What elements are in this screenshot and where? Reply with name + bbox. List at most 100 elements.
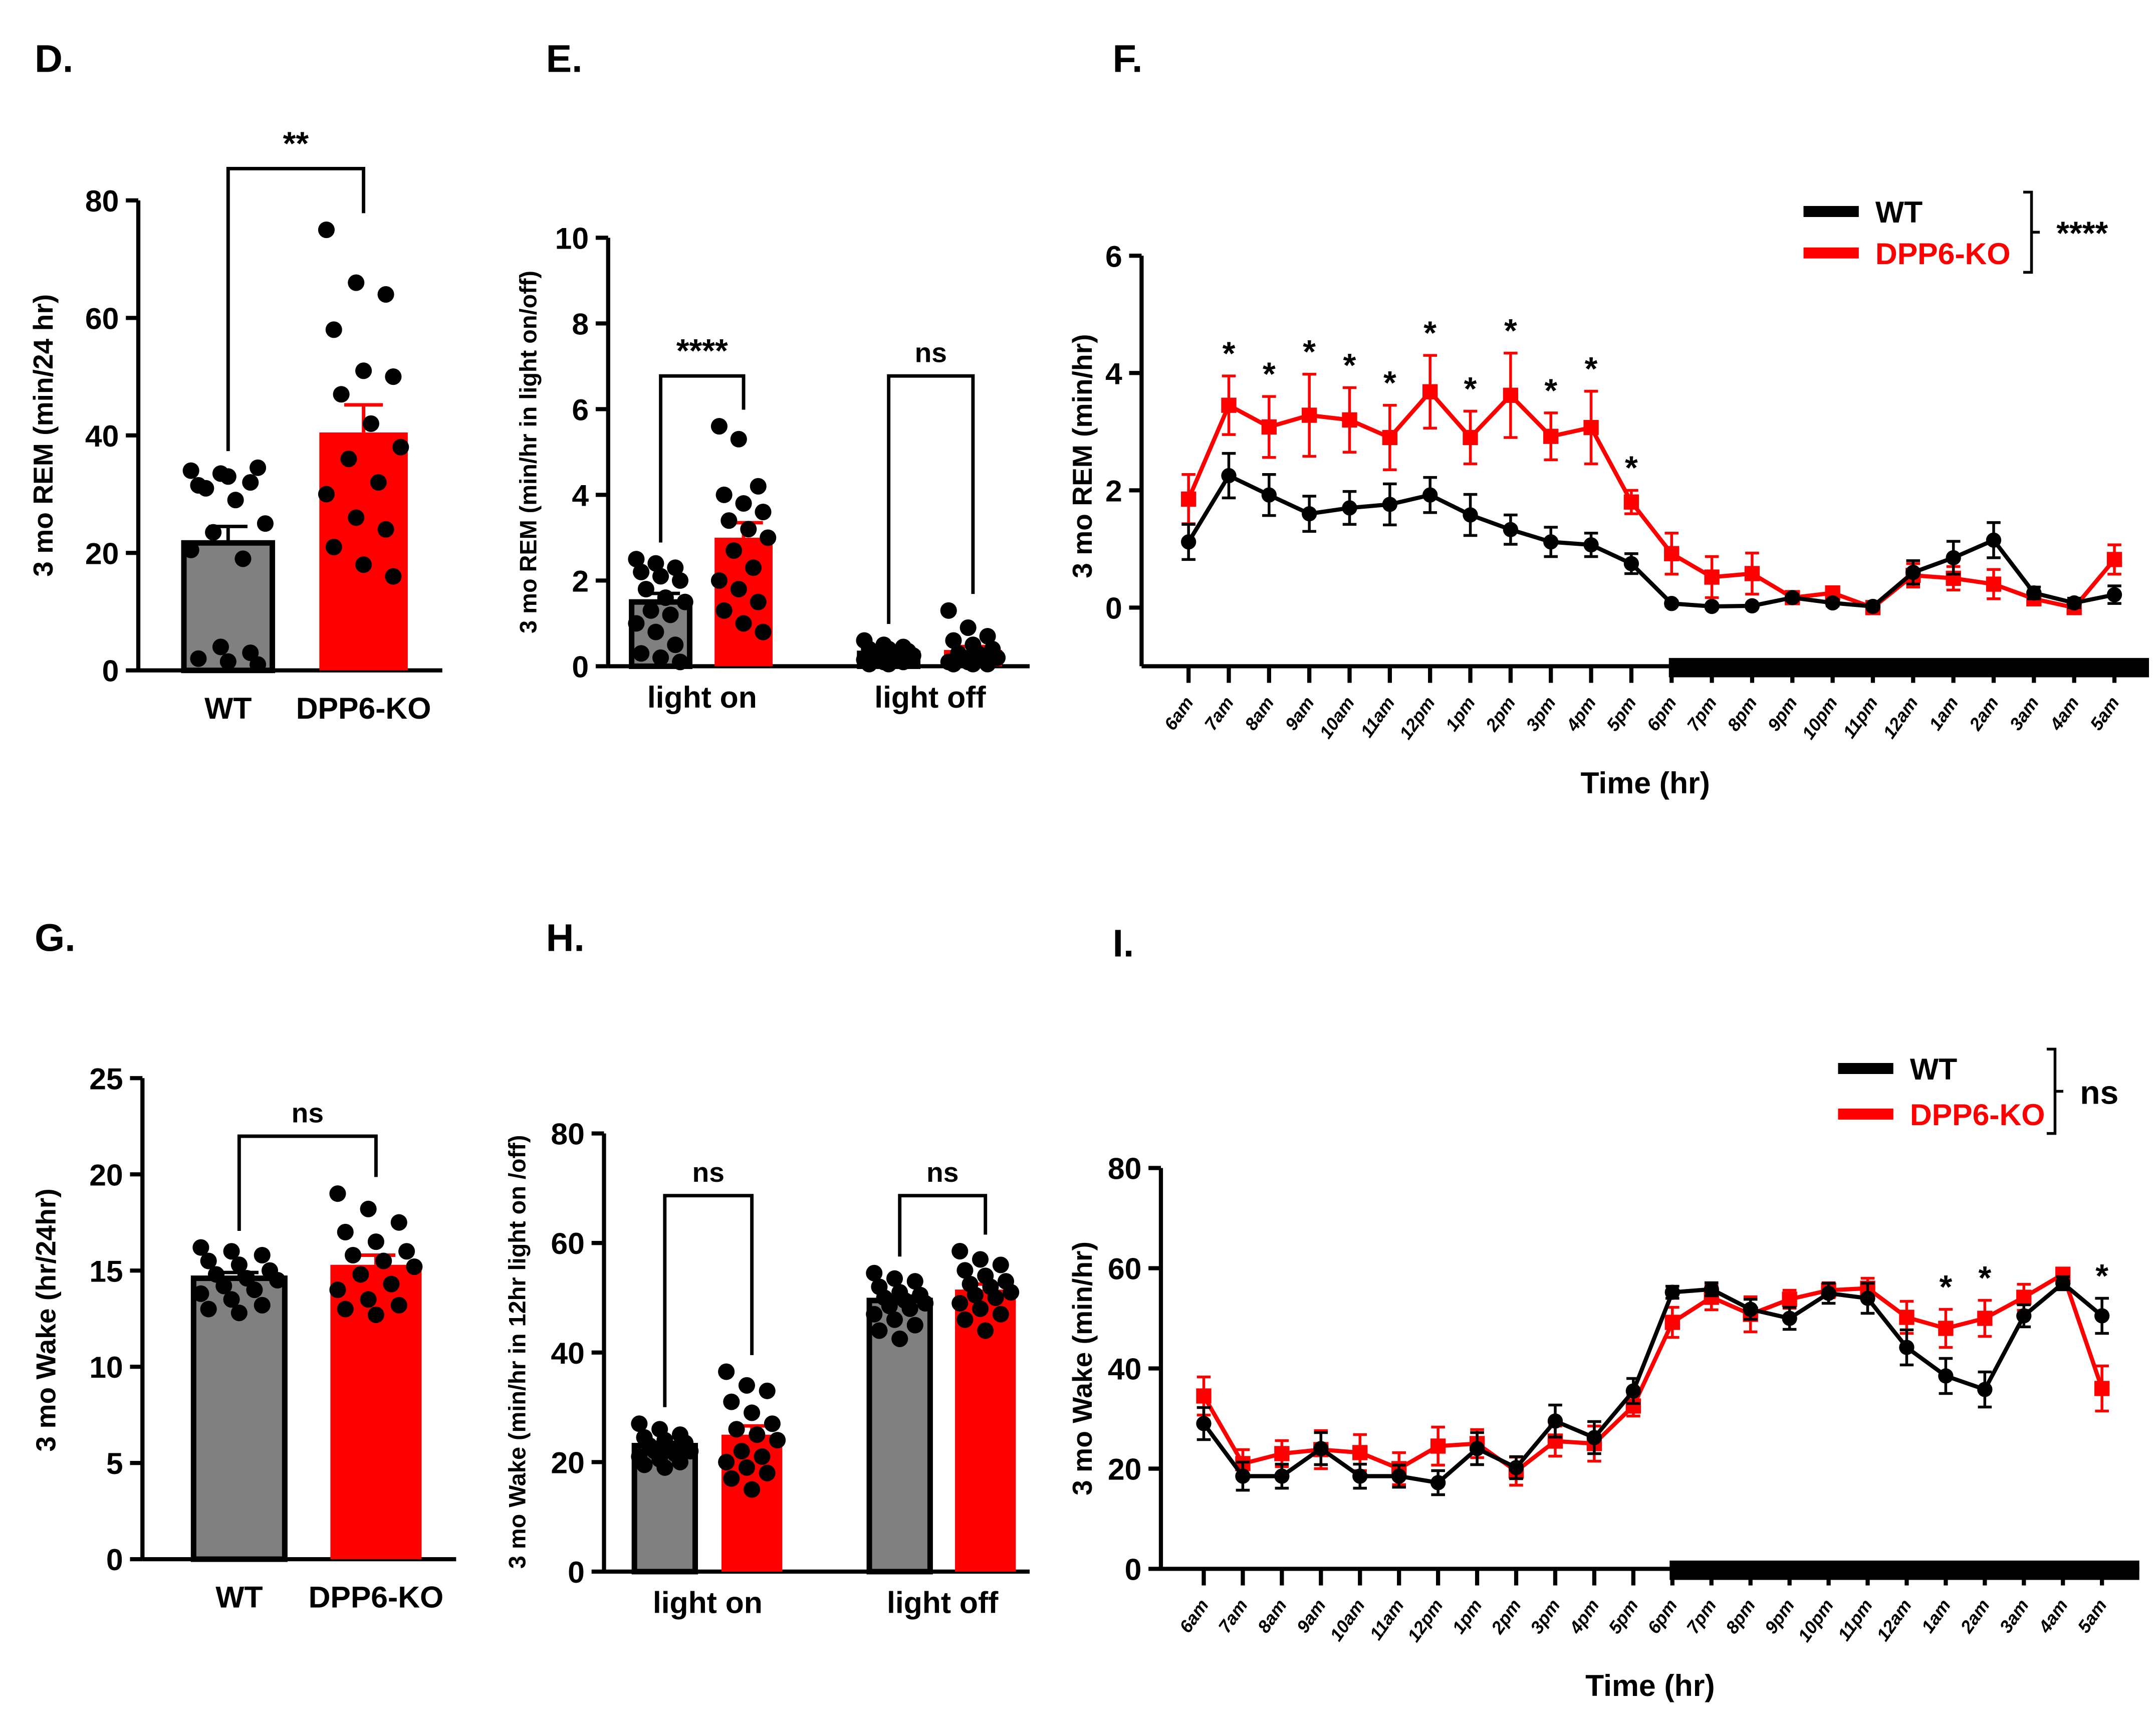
data-point-dpp6-ko xyxy=(2016,1290,2032,1305)
data-point xyxy=(652,568,669,585)
data-point xyxy=(710,418,728,435)
data-point-dpp6-ko xyxy=(1221,397,1237,413)
x-tick-label: 4pm xyxy=(1565,1596,1603,1638)
y-tick-label: 0 xyxy=(1125,1552,1142,1586)
x-tick-label: 5pm xyxy=(1604,1596,1642,1637)
data-point xyxy=(730,431,747,448)
y-tick-label: 80 xyxy=(85,184,119,218)
x-tick-label: 2am xyxy=(1965,693,2002,735)
data-point xyxy=(392,439,409,456)
x-tick-label: 11pm xyxy=(1839,693,1882,742)
data-point-wt xyxy=(1391,1468,1407,1484)
legend-label: WT xyxy=(1910,1052,1957,1086)
data-point xyxy=(242,474,259,491)
panel-label: F. xyxy=(1112,37,1142,80)
x-tick-label: 9pm xyxy=(1764,693,1801,735)
data-point xyxy=(360,1200,377,1217)
y-tick-label: 0 xyxy=(106,1543,123,1577)
x-tick-label: 10am xyxy=(1326,1596,1368,1645)
series-line-wt xyxy=(1186,473,2115,609)
x-tick-label: 10am xyxy=(1316,693,1358,742)
x-tick-label: 7am xyxy=(1201,693,1238,734)
y-axis-label: 3 mo Wake (hr/24hr) xyxy=(31,1188,62,1451)
data-point xyxy=(667,636,684,654)
data-point xyxy=(250,656,267,673)
data-point xyxy=(769,1432,786,1449)
data-point xyxy=(318,486,335,503)
x-tick-label: 5am xyxy=(2086,693,2123,734)
data-point-wt xyxy=(1664,1284,1680,1300)
data-point xyxy=(906,1273,923,1290)
y-tick-label: 60 xyxy=(85,301,119,335)
data-point xyxy=(352,1266,369,1283)
data-point xyxy=(715,602,733,619)
data-point xyxy=(223,1291,240,1308)
data-point xyxy=(977,1322,994,1339)
data-point xyxy=(337,1301,354,1318)
x-tick-label: 11am xyxy=(1357,693,1399,741)
x-tick-label: 4am xyxy=(2046,693,2083,735)
legend-label: DPP6-KO xyxy=(1875,237,2011,271)
data-point xyxy=(951,1243,969,1260)
panel-label: D. xyxy=(35,37,73,80)
data-point xyxy=(227,492,244,509)
significance-bracket xyxy=(237,1134,378,1231)
data-point xyxy=(254,1297,271,1314)
data-point-dpp6-ko xyxy=(1503,387,1519,403)
data-point xyxy=(735,495,752,512)
data-point-wt xyxy=(1583,537,1599,553)
data-point xyxy=(886,1270,903,1287)
data-point-dpp6-ko xyxy=(1422,384,1438,399)
y-axis-label: 3 mo REM (min/hr) xyxy=(1067,334,1098,578)
x-tick-label: 9pm xyxy=(1761,1596,1798,1637)
data-point-wt xyxy=(1743,1302,1758,1317)
data-point xyxy=(340,451,357,468)
data-point xyxy=(636,1456,653,1473)
data-point xyxy=(671,572,689,589)
data-point xyxy=(370,474,387,491)
data-point xyxy=(749,1426,766,1443)
data-point xyxy=(866,1306,883,1323)
panel-e: E. 0 2 4 6 8 10 3 mo REM (min/hr in light on/of… xyxy=(515,37,1030,714)
data-point xyxy=(972,1251,989,1268)
data-point xyxy=(200,1301,217,1318)
data-point-dpp6-ko xyxy=(1352,1445,1368,1460)
data-point xyxy=(721,512,738,529)
data-point-wt xyxy=(1946,550,1961,566)
data-point-wt xyxy=(2066,595,2082,611)
data-point xyxy=(891,1330,908,1347)
x-tick-label: 6am xyxy=(1175,1596,1213,1637)
data-point xyxy=(945,632,962,649)
data-point xyxy=(360,1291,377,1308)
data-point xyxy=(385,568,402,585)
data-point xyxy=(726,542,743,559)
data-point xyxy=(754,1448,771,1465)
x-tick-label: 2pm xyxy=(1482,693,1520,735)
panel-label: E. xyxy=(546,37,583,80)
x-tick-label: 6am xyxy=(1160,693,1197,734)
significance-star: * xyxy=(1625,450,1638,487)
data-point xyxy=(759,1464,776,1481)
data-point-wt xyxy=(1785,590,1800,605)
data-point xyxy=(182,541,199,558)
significance-label: ns xyxy=(926,1157,959,1188)
data-point-wt xyxy=(1625,1383,1641,1399)
y-tick-label: 4 xyxy=(572,478,589,512)
y-axis-label: 3 mo Wake (min/hr in 12hr light on /off) xyxy=(504,1135,530,1569)
data-point xyxy=(940,602,957,619)
data-point-wt xyxy=(1261,487,1277,503)
data-point xyxy=(871,1322,888,1339)
data-point-wt xyxy=(1302,506,1317,522)
data-point-wt xyxy=(1986,532,2002,548)
data-point xyxy=(723,1393,740,1410)
data-point-dpp6-ko xyxy=(1261,419,1277,435)
y-tick-label: 6 xyxy=(1105,239,1122,273)
data-point-dpp6-ko xyxy=(1664,1315,1680,1330)
y-tick-label: 80 xyxy=(1108,1152,1141,1186)
data-point xyxy=(1003,1284,1020,1301)
data-point xyxy=(881,1298,898,1315)
data-point xyxy=(390,1297,407,1314)
x-tick-label: 2am xyxy=(1956,1596,1993,1637)
